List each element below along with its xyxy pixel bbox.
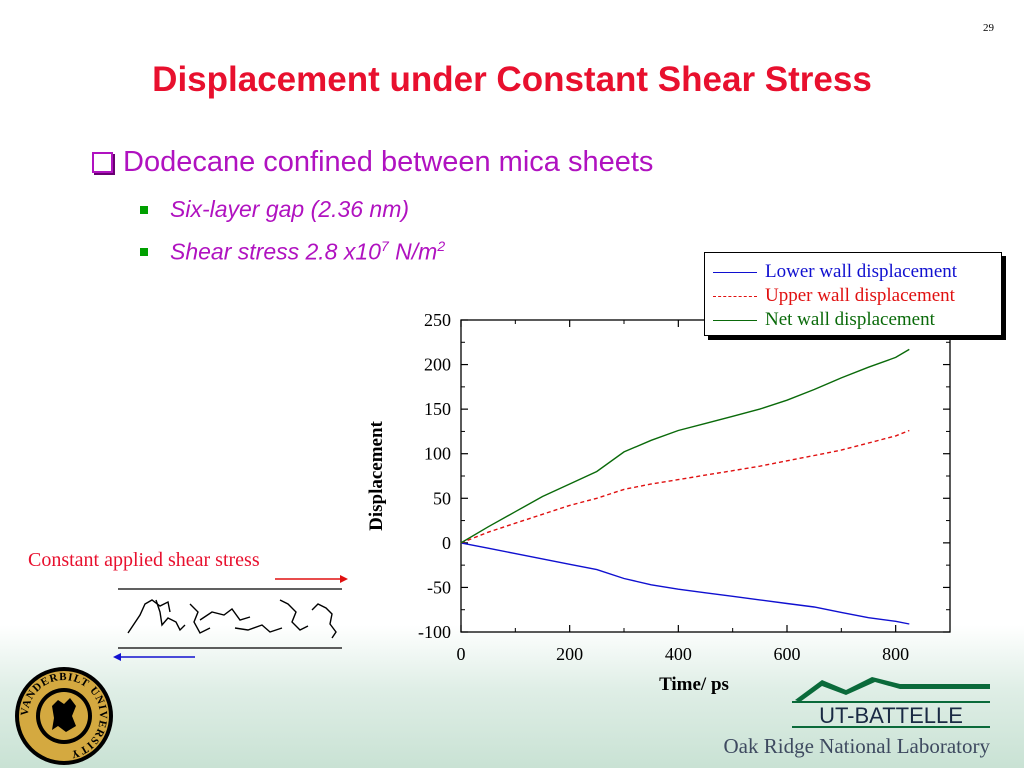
- molecule-chain: [127, 599, 171, 634]
- molecule-chain: [155, 599, 186, 632]
- molecule-chain: [189, 603, 211, 634]
- y-tick-label: -50: [427, 577, 451, 597]
- x-tick-label: 800: [882, 644, 909, 664]
- y-tick-label: 50: [433, 488, 451, 508]
- square-bullet-icon: [140, 205, 148, 214]
- series-lines: [460, 348, 910, 625]
- x-tick-label: 200: [556, 644, 583, 664]
- y-tick-label: 200: [424, 355, 451, 375]
- x-axis-label: Time/ ps: [659, 674, 729, 695]
- vanderbilt-seal-logo: VANDERBILT UNIVERSITY: [15, 667, 113, 765]
- oak-ridge-label: Oak Ridge National Laboratory: [723, 734, 991, 758]
- sub-bullet-gap-text: Six-layer gap (2.36 nm): [170, 196, 410, 222]
- lower-arrowhead-icon: [113, 653, 121, 661]
- stress-text: Shear stress 2.8 x107 N/m2: [170, 238, 445, 266]
- x-axis-ticks: 0 200 400 600 800: [457, 320, 909, 664]
- stress-unit: N/m: [388, 238, 438, 265]
- stress-prefix: Shear stress 2.8 x10: [170, 238, 381, 265]
- footer-band: [0, 625, 1024, 768]
- ut-battelle-logo: UT-BATTELLE: [792, 677, 990, 728]
- y-tick-label: 0: [442, 533, 451, 553]
- legend-label-upper: Upper wall displacement: [765, 285, 955, 306]
- checkbox-bullet-icon: [92, 152, 113, 173]
- series-line-upper: [460, 429, 910, 544]
- main-bullet-text: Dodecane confined between mica sheets: [123, 146, 654, 178]
- y-tick-label: 150: [424, 399, 451, 419]
- series-line-net: [460, 348, 910, 544]
- main-bullet: Dodecane confined between mica sheets: [92, 146, 653, 179]
- ut-battelle-text: UT-BATTELLE: [819, 703, 963, 728]
- square-bullet-icon: [140, 247, 148, 256]
- y-tick-label: -100: [418, 622, 451, 642]
- y-tick-label: 250: [424, 310, 451, 330]
- stress-exponent: 7: [380, 238, 389, 254]
- slide-title: Displacement under Constant Shear Stress: [152, 60, 872, 99]
- series-line-lower: [460, 542, 910, 625]
- plot-frame: [460, 319, 951, 633]
- legend-label-net: Net wall displacement: [765, 309, 935, 330]
- chart-legend: Lower wall displacement Upper wall displ…: [704, 252, 1002, 336]
- upper-arrowhead-icon: [340, 575, 348, 583]
- shear-diagram: [113, 575, 348, 661]
- slide-number: 29: [983, 22, 994, 34]
- y-axis-label: Displacement: [366, 420, 387, 530]
- legend-swatch-lower: [713, 271, 757, 273]
- y-tick-label: 100: [424, 444, 451, 464]
- legend-item-upper: Upper wall displacement: [713, 285, 955, 307]
- molecule-chain: [311, 603, 337, 639]
- sub-bullet-gap: Six-layer gap (2.36 nm): [140, 196, 409, 223]
- legend-label-lower: Lower wall displacement: [765, 261, 958, 282]
- x-tick-label: 400: [665, 644, 692, 664]
- molecule-chain: [199, 608, 251, 621]
- legend-swatch-upper: [713, 295, 757, 297]
- legend-item-lower: Lower wall displacement: [713, 261, 957, 283]
- legend-item-net: Net wall displacement: [713, 309, 935, 331]
- legend-swatch-net: [713, 319, 757, 321]
- molecule-chain: [279, 599, 309, 631]
- molecule-chain: [234, 624, 283, 633]
- y-axis-ticks: 250 200 150 100 50 0 -50 -100: [418, 310, 950, 642]
- shear-diagram-label: Constant applied shear stress: [28, 549, 260, 571]
- oak-leaf-icon: [52, 698, 76, 732]
- x-tick-label: 600: [774, 644, 801, 664]
- mountain-logo-icon: [795, 677, 990, 702]
- plot-area: 250 200 150 100 50 0 -50 -100 0 200 400 600 800: [418, 310, 951, 664]
- dodecane-molecules: [127, 599, 337, 639]
- stress-unit-exponent: 2: [437, 238, 446, 254]
- x-tick-label: 0: [457, 644, 466, 664]
- sub-bullet-stress: Shear stress 2.8 x107 N/m2: [140, 238, 445, 266]
